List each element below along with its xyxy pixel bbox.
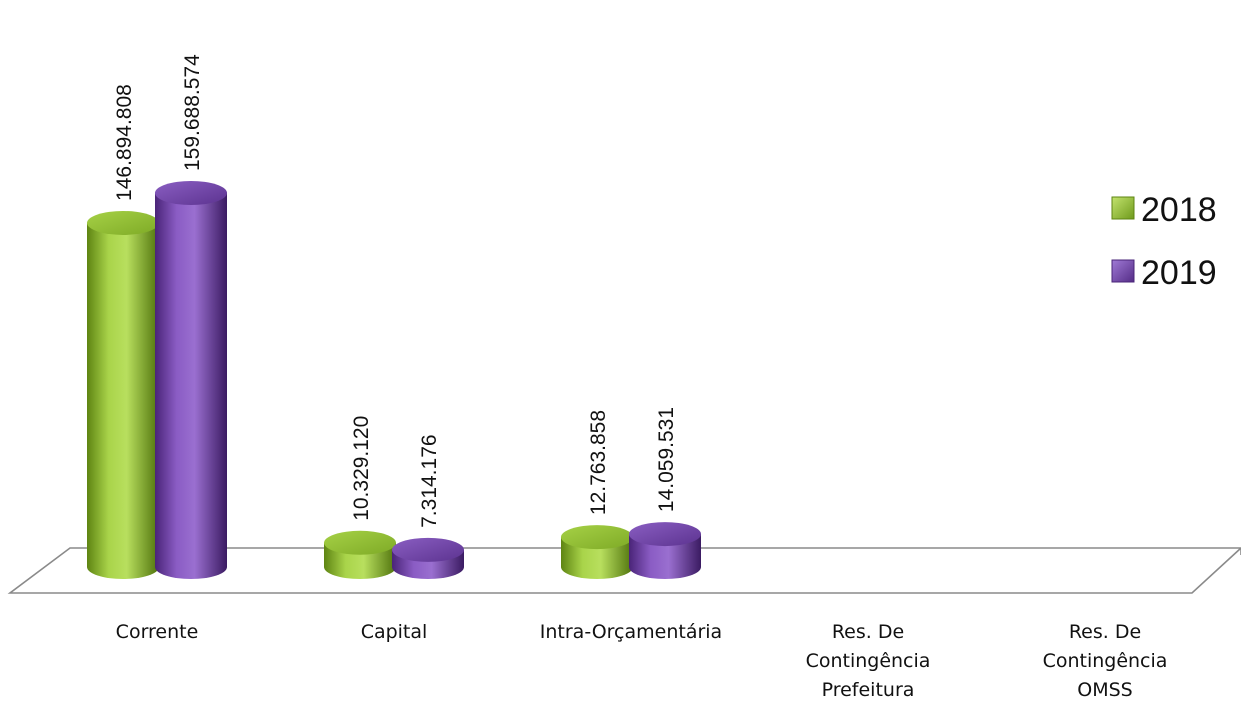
- bar-2018-2: [561, 525, 633, 579]
- category-label: Contingência: [806, 650, 931, 672]
- legend-label: 2018: [1141, 191, 1217, 229]
- bar-top: [324, 530, 396, 555]
- data-label: 14.059.531: [655, 407, 678, 512]
- category-label: Res. De: [832, 621, 904, 643]
- bar-top: [629, 522, 701, 547]
- bar-2018-0: [87, 210, 159, 579]
- bar-body: [629, 534, 701, 579]
- bar-body: [561, 537, 633, 579]
- data-label: 12.763.858: [587, 410, 610, 515]
- bar-body: [155, 193, 227, 579]
- bar-top: [561, 525, 633, 550]
- legend-item-2018: 2018: [1111, 191, 1217, 229]
- bar-top: [87, 210, 159, 235]
- bar-2018-1: [324, 530, 396, 579]
- data-label: 10.329.120: [350, 416, 373, 521]
- bar-2019-2: [629, 522, 701, 579]
- legend-swatch: [1111, 259, 1135, 283]
- legend-swatch: [1111, 196, 1135, 220]
- category-label: Res. De: [1069, 621, 1141, 643]
- bar-2019-0: [155, 181, 227, 579]
- category-label: Contingência: [1043, 650, 1168, 672]
- category-label: Prefeitura: [822, 679, 915, 701]
- legend-label: 2019: [1141, 254, 1217, 292]
- category-label: Intra-Orçamentária: [540, 621, 722, 643]
- bar-body: [87, 222, 159, 579]
- category-label: OMSS: [1077, 679, 1132, 701]
- bar-top: [155, 181, 227, 205]
- data-label: 7.314.176: [418, 434, 441, 527]
- bar-2019-1: [392, 537, 464, 579]
- bar-top: [392, 537, 464, 562]
- category-label: Capital: [361, 621, 428, 643]
- category-label: Corrente: [116, 621, 199, 643]
- data-label: 146.894.808: [113, 84, 136, 201]
- legend-item-2019: 2019: [1111, 254, 1217, 292]
- data-label: 159.688.574: [181, 54, 204, 171]
